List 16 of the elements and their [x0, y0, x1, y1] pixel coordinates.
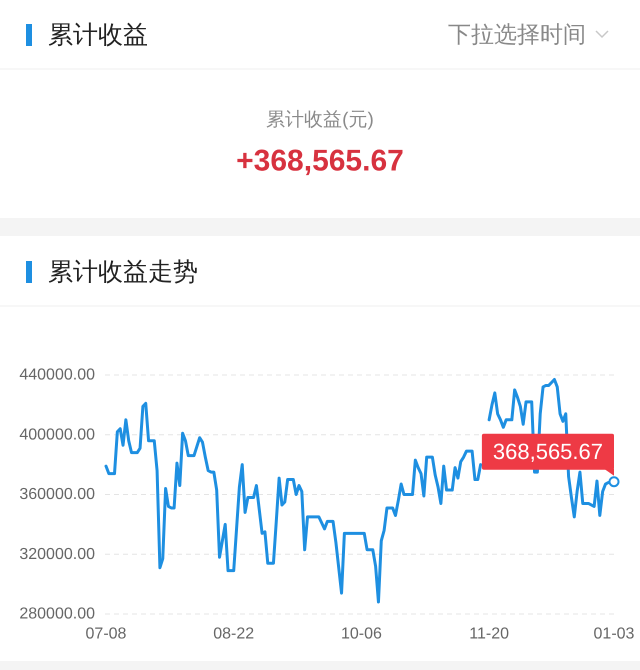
y-tick-label: 400000.00 — [19, 426, 96, 444]
y-tick-label: 360000.00 — [19, 486, 96, 503]
data-label: 368,565.67 — [492, 439, 603, 464]
y-tick-label: 280000.00 — [19, 606, 96, 622]
x-tick-label: 08-22 — [213, 626, 254, 642]
x-tick-label: 11-20 — [469, 626, 510, 642]
text: 累计收益 — [48, 21, 148, 49]
text: +368,565.67 — [236, 144, 404, 178]
text: 累计收益(元) — [266, 110, 374, 130]
y-tick-label: 440000.00 — [19, 366, 96, 384]
x-tick-label: 10-06 — [340, 626, 382, 642]
y-tick-label: 320000.00 — [19, 546, 96, 563]
x-tick-label: 07-08 — [86, 626, 127, 642]
text: 下拉选择时间 — [448, 21, 586, 47]
chart-title: 累计收益走势 — [48, 258, 198, 286]
x-tick-label: 01-03 — [594, 626, 635, 642]
